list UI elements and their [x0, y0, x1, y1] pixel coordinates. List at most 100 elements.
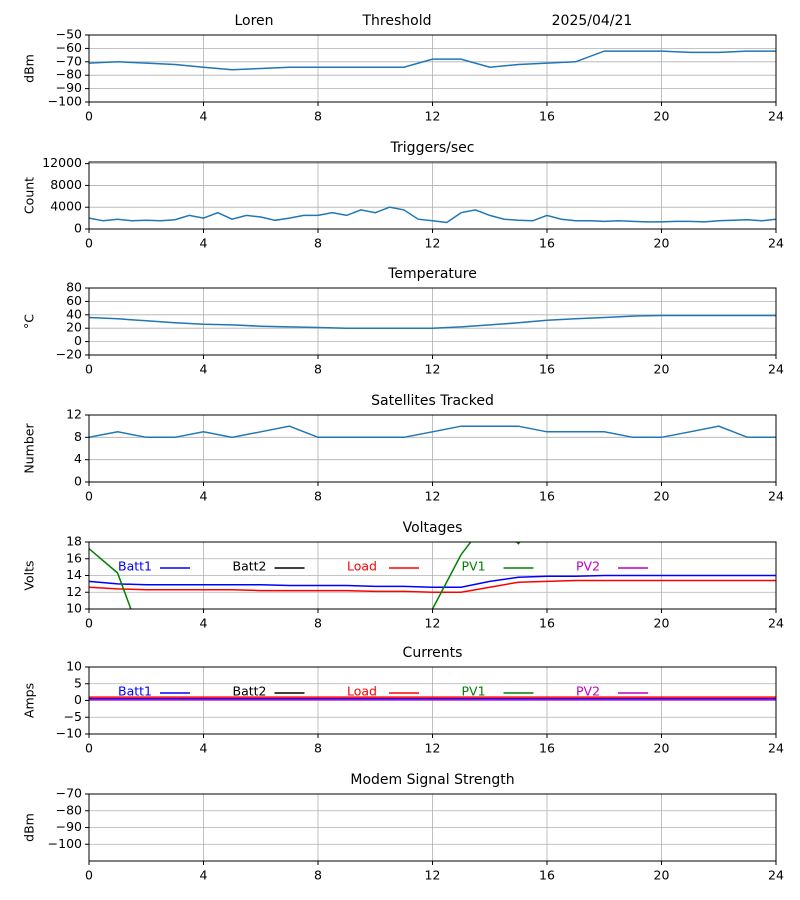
x-tick-label: 24	[768, 109, 784, 124]
y-tick-label: 8000	[50, 177, 82, 192]
axes-frame	[88, 541, 777, 610]
y-tick-label: 18	[66, 534, 82, 549]
y-tick-label: −100	[48, 94, 82, 109]
chart-title: Satellites Tracked	[371, 393, 494, 409]
legend-label: PV2	[576, 559, 600, 574]
y-tick-label: −60	[56, 40, 82, 55]
y-tick-label: −10	[56, 726, 82, 741]
legend-label: Batt2	[233, 559, 267, 574]
data-line	[89, 542, 521, 609]
x-tick-label: 20	[654, 741, 670, 756]
y-axis-label: °C	[22, 314, 37, 329]
chart-title: Triggers/sec	[390, 140, 475, 156]
y-tick-label: −70	[56, 786, 82, 801]
chart-title: Threshold	[362, 13, 432, 29]
y-tick-label: 0	[74, 333, 82, 348]
legend-label: Batt1	[118, 559, 152, 574]
data-line	[89, 574, 776, 588]
x-tick-label: 8	[314, 741, 322, 756]
y-axis-label: dBm	[22, 54, 37, 83]
x-tick-label: 12	[425, 236, 441, 251]
chart-title: Currents	[403, 645, 463, 661]
y-tick-label: 4000	[50, 199, 82, 214]
y-tick-label: −100	[48, 836, 82, 851]
x-tick-label: 20	[654, 236, 670, 251]
data-line	[89, 206, 776, 224]
x-tick-label: 0	[85, 868, 93, 883]
y-axis-label: Amps	[22, 683, 37, 718]
y-tick-label: 60	[66, 293, 82, 308]
x-tick-label: 12	[425, 741, 441, 756]
x-tick-label: 4	[200, 362, 208, 377]
x-tick-label: 12	[425, 868, 441, 883]
axes-frame	[88, 161, 777, 230]
legend-label: PV1	[462, 684, 486, 699]
legend-label: Batt2	[233, 684, 267, 699]
plot-area	[89, 542, 776, 609]
x-tick-label: 0	[85, 362, 93, 377]
x-tick-label: 16	[539, 362, 555, 377]
x-tick-label: 0	[85, 236, 93, 251]
x-tick-label: 0	[85, 109, 93, 124]
y-tick-label: −5	[64, 709, 82, 724]
x-tick-label: 20	[654, 489, 670, 504]
x-tick-label: 24	[768, 362, 784, 377]
chart-title: 2025/04/21	[552, 13, 633, 29]
x-tick-label: 8	[314, 868, 322, 883]
x-tick-label: 20	[654, 868, 670, 883]
plot-area	[89, 425, 776, 439]
x-tick-label: 8	[314, 362, 322, 377]
plot-area	[89, 206, 776, 224]
y-tick-label: −80	[56, 802, 82, 817]
y-tick-label: 12	[66, 407, 82, 422]
y-tick-label: −90	[56, 80, 82, 95]
y-tick-label: 0	[74, 221, 82, 236]
y-tick-label: 0	[74, 474, 82, 489]
y-tick-label: 80	[66, 280, 82, 295]
chart-title: Voltages	[403, 520, 463, 536]
axes-frame	[88, 287, 777, 356]
y-axis-label: Number	[22, 423, 37, 474]
y-tick-label: −50	[56, 27, 82, 42]
x-tick-label: 12	[425, 109, 441, 124]
plot-area	[89, 314, 776, 329]
y-axis-label: dBm	[22, 813, 37, 842]
y-tick-label: 40	[66, 306, 82, 321]
plot-area	[89, 50, 776, 71]
x-tick-label: 16	[539, 236, 555, 251]
y-axis-label: Volts	[22, 560, 37, 590]
x-tick-label: 12	[425, 362, 441, 377]
plot-area	[89, 696, 776, 701]
axes-frame	[88, 793, 777, 862]
chart-title: Loren	[234, 13, 273, 29]
chart-title: Temperature	[387, 266, 477, 282]
y-tick-label: −80	[56, 67, 82, 82]
x-tick-label: 8	[314, 236, 322, 251]
chart-title: Modem Signal Strength	[350, 772, 514, 788]
axes-frame	[88, 414, 777, 483]
x-tick-label: 24	[768, 616, 784, 631]
y-tick-label: 4	[74, 451, 82, 466]
data-line	[89, 314, 776, 329]
y-tick-label: 12	[66, 584, 82, 599]
x-tick-label: 20	[654, 109, 670, 124]
x-tick-label: 4	[200, 616, 208, 631]
x-tick-label: 16	[539, 616, 555, 631]
x-tick-label: 20	[654, 362, 670, 377]
x-tick-label: 4	[200, 741, 208, 756]
x-tick-label: 8	[314, 109, 322, 124]
y-axis-label: Count	[22, 177, 37, 214]
x-tick-label: 4	[200, 489, 208, 504]
data-line	[89, 579, 776, 594]
x-tick-label: 0	[85, 741, 93, 756]
legend-label: Load	[347, 684, 377, 699]
y-tick-label: 10	[66, 601, 82, 616]
y-tick-label: 5	[74, 675, 82, 690]
x-tick-label: 24	[768, 741, 784, 756]
x-tick-label: 16	[539, 868, 555, 883]
axes-frame	[88, 666, 777, 735]
y-tick-label: 14	[66, 567, 82, 582]
x-tick-label: 4	[200, 868, 208, 883]
legend-label: PV2	[576, 684, 600, 699]
